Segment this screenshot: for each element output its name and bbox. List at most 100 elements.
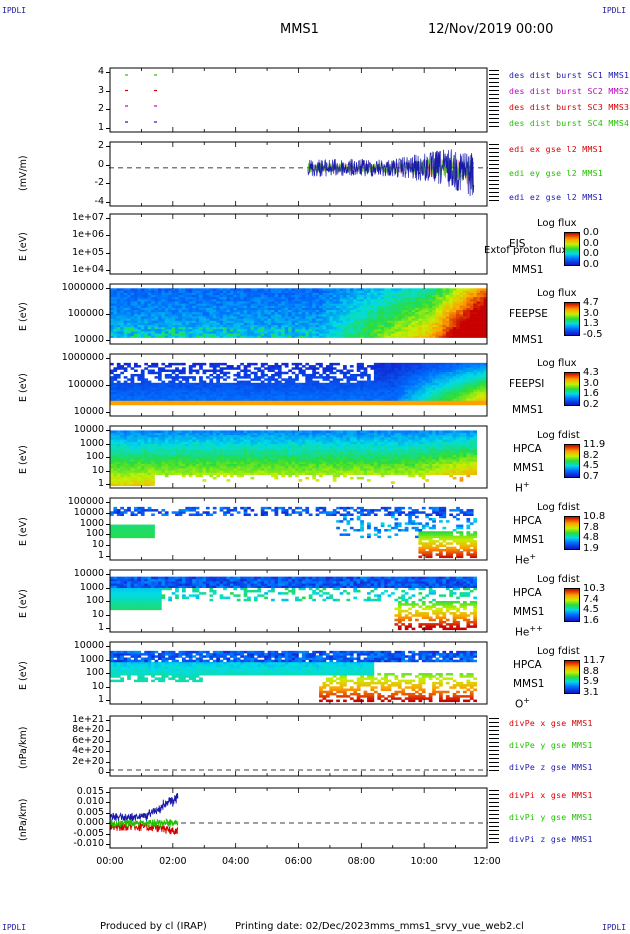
spectrogram-cell [168, 316, 172, 319]
spectrogram-cell [120, 396, 125, 399]
spectrogram-cell [445, 393, 450, 397]
spectrogram-cell [404, 367, 409, 370]
spectrogram-cell [151, 434, 155, 438]
spectrogram-cell [322, 307, 327, 311]
spectrogram-cell [435, 365, 440, 368]
spectrogram-cell [188, 391, 193, 395]
spectrogram-cell [154, 318, 159, 321]
spectrogram-cell [483, 318, 488, 321]
spectrogram-cell [315, 393, 320, 397]
spectrogram-cell [336, 369, 340, 373]
spectrogram-cell [116, 474, 121, 478]
spectrogram-cell [435, 290, 440, 293]
spectrogram-cell [435, 296, 440, 300]
spectrogram-cell [356, 402, 361, 406]
spectrogram-cell [432, 373, 436, 377]
spectrogram-cell [243, 292, 248, 296]
spectrogram-cell [151, 335, 155, 338]
spectrogram-cell [151, 362, 155, 366]
spectrogram-cell [298, 333, 303, 336]
spectrogram-cell [271, 288, 275, 291]
spectrogram-cell [415, 311, 419, 315]
spectrogram-cell [456, 305, 460, 308]
spectrogram-cell [171, 437, 176, 440]
spectrogram-cell [243, 365, 248, 368]
spectrogram-cell [394, 290, 399, 293]
spectrogram-cell [459, 391, 464, 395]
spectrogram-cell [116, 367, 121, 370]
spectrogram-cell [459, 385, 464, 388]
spectrogram-cell [137, 378, 142, 381]
spectrogram-cell [367, 320, 371, 323]
spectrogram-cell [332, 371, 337, 375]
spectrogram-cell [397, 400, 402, 404]
spectrogram-cell [113, 483, 118, 487]
spectrogram-cell [178, 450, 183, 453]
spectrogram-cell [168, 443, 172, 447]
spectrogram-cell [332, 378, 337, 381]
spectrogram-cell [175, 459, 179, 462]
spectrogram-cell [120, 294, 125, 298]
spectrogram-cell [336, 311, 340, 315]
spectrogram-cell [421, 389, 426, 392]
spectrogram-cell [161, 391, 166, 395]
spectrogram-cell [157, 434, 162, 438]
spectrogram-cell [360, 393, 364, 397]
spectrogram-cell [445, 335, 450, 338]
spectrogram-cell [181, 292, 186, 296]
spectrogram-cell [233, 393, 238, 397]
edi_e-ytick-label: -2 [94, 177, 104, 189]
spectrogram-cell [315, 371, 320, 375]
spectrogram-cell [356, 318, 361, 321]
spectrogram-cell [209, 331, 214, 334]
spectrogram-cell [281, 303, 286, 306]
spectrogram-cell [205, 331, 210, 334]
spectrogram-cell [442, 396, 447, 399]
spectrogram-cell [137, 305, 142, 308]
spectrogram-cell [291, 303, 296, 306]
spectrogram-cell [391, 376, 395, 379]
spectrogram-cell [120, 430, 125, 433]
spectrogram-cell [336, 398, 340, 401]
spectrogram-cell [428, 402, 433, 406]
spectrogram-cell [308, 309, 313, 313]
spectrogram-cell [127, 479, 131, 482]
spectrogram-cell [305, 301, 310, 304]
spectrogram-cell [367, 389, 371, 392]
spectrogram-cell [116, 329, 121, 332]
spectrogram-cell [171, 296, 176, 300]
spectrogram-cell [116, 382, 121, 386]
spectrogram-cell [140, 441, 145, 445]
spectrogram-cell [192, 299, 196, 302]
spectrogram-cell [373, 400, 378, 404]
spectrogram-cell [157, 367, 162, 370]
spectrogram-cell [401, 398, 406, 401]
spectrogram-cell [432, 380, 436, 384]
spectrogram-cell [212, 320, 217, 323]
spectrogram-cell [384, 402, 388, 406]
spectrogram-cell [133, 472, 138, 476]
spectrogram-cell [260, 314, 265, 317]
spectrogram-cell [449, 288, 454, 291]
spectrogram-cell [404, 382, 409, 386]
spectrogram-cell [257, 320, 262, 323]
spectrogram-cell [209, 303, 214, 306]
spectrogram-cell [483, 331, 488, 334]
spectrogram-cell [415, 398, 419, 401]
spectrogram-cell [480, 318, 484, 321]
spectrogram-cell [360, 307, 364, 311]
spectrogram-cell [456, 400, 460, 404]
spectrogram-cell [171, 389, 176, 392]
spectrogram-cell [233, 387, 238, 390]
spectrogram-cell [411, 294, 416, 298]
spectrogram-cell [151, 369, 155, 373]
spectrogram-cell [178, 301, 183, 304]
spectrogram-cell [113, 307, 118, 311]
spectrogram-cell [301, 314, 306, 317]
spectrogram-cell [181, 371, 186, 375]
spectrogram-cell [298, 362, 303, 366]
spectrogram-cell [312, 396, 316, 399]
spectrogram-cell [219, 303, 224, 306]
spectrogram-cell [240, 393, 244, 397]
spectrogram-cell [123, 362, 128, 366]
